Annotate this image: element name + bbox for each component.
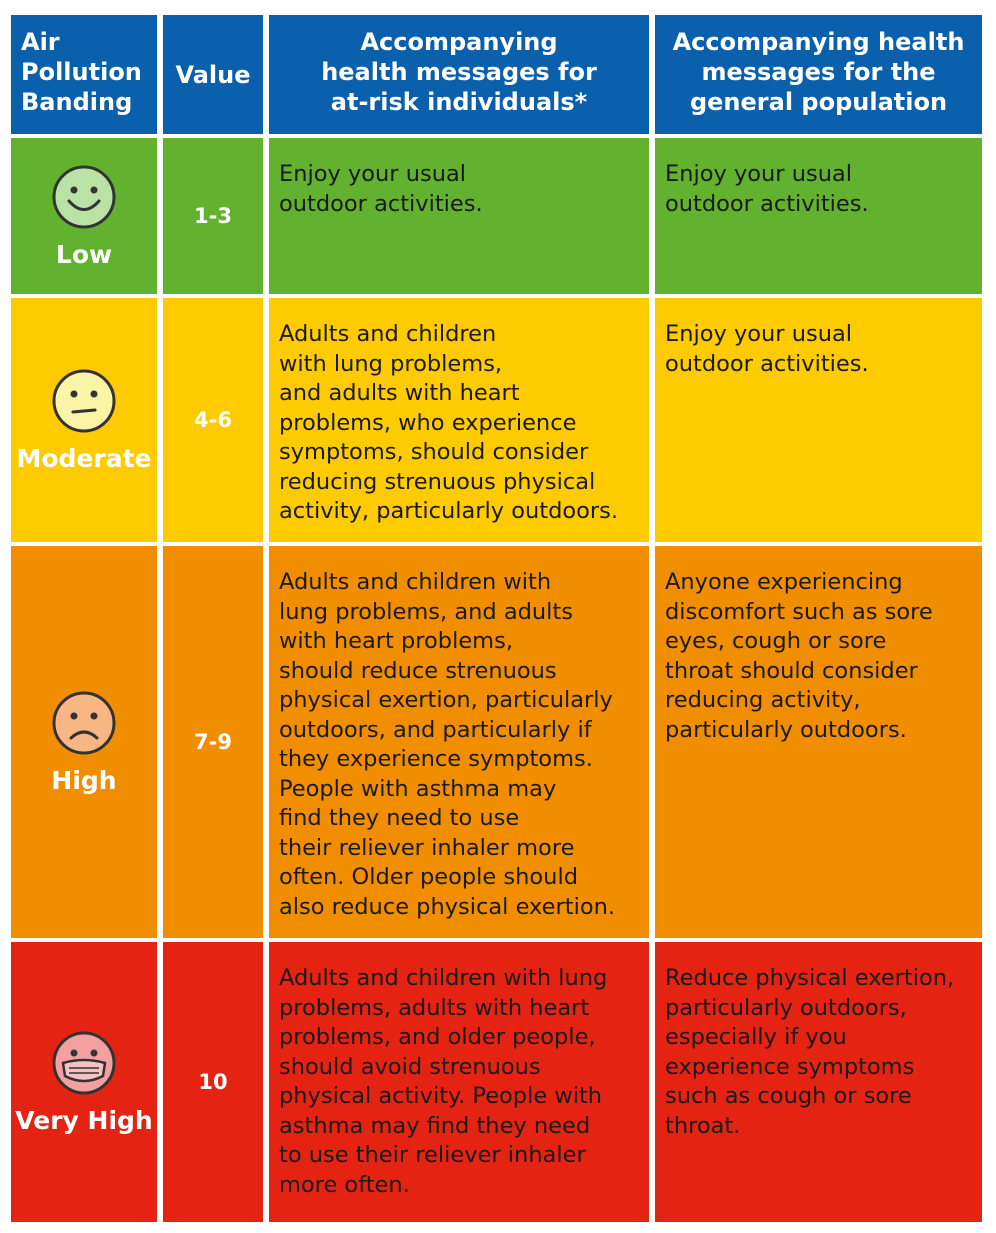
band-cell: Moderate <box>11 298 163 546</box>
smile-face-icon <box>52 165 116 228</box>
band-value: 7-9 <box>163 546 269 942</box>
band-value: 10 <box>163 942 269 1222</box>
band-cell: High <box>11 546 163 942</box>
general-message: Anyone experiencing discomfort such as s… <box>655 546 982 942</box>
header-general: Accompanying health messages for the gen… <box>655 15 982 138</box>
band-label: Low <box>55 239 113 269</box>
band-row-high: High 7-9 Adults and children with lung p… <box>11 546 982 942</box>
band-value: 4-6 <box>163 298 269 546</box>
at-risk-message: Adults and children with lung problems, … <box>269 546 655 942</box>
band-row-low: Low 1-3 Enjoy your usual outdoor activit… <box>11 138 982 298</box>
band-row-moderate: Moderate 4-6 Adults and children with lu… <box>11 298 982 546</box>
general-message: Reduce physical exertion, particularly o… <box>655 942 982 1222</box>
frown-face-icon <box>52 691 116 754</box>
at-risk-message: Enjoy your usual outdoor activities. <box>269 138 655 298</box>
band-cell: Very High <box>11 942 163 1222</box>
band-label: High <box>51 765 117 795</box>
neutral-face-icon <box>52 369 116 432</box>
band-label: Very High <box>15 1105 153 1135</box>
general-message: Enjoy your usual outdoor activities. <box>655 138 982 298</box>
band-label: Moderate <box>16 443 152 473</box>
header-banding: Air Pollution Banding <box>11 15 163 138</box>
general-message: Enjoy your usual outdoor activities. <box>655 298 982 546</box>
header-value: Value <box>163 15 269 138</box>
band-value: 1-3 <box>163 138 269 298</box>
band-cell: Low <box>11 138 163 298</box>
header-row: Air Pollution Banding Value Accompanying… <box>11 15 982 138</box>
band-row-very-high: Very High 10 Adults and children with lu… <box>11 942 982 1222</box>
air-pollution-table: Air Pollution Banding Value Accompanying… <box>11 15 982 1222</box>
at-risk-message: Adults and children with lung problems, … <box>269 298 655 546</box>
header-at-risk: Accompanying health messages for at-risk… <box>269 15 655 138</box>
at-risk-message: Adults and children with lung problems, … <box>269 942 655 1222</box>
mask-face-icon <box>52 1031 116 1094</box>
